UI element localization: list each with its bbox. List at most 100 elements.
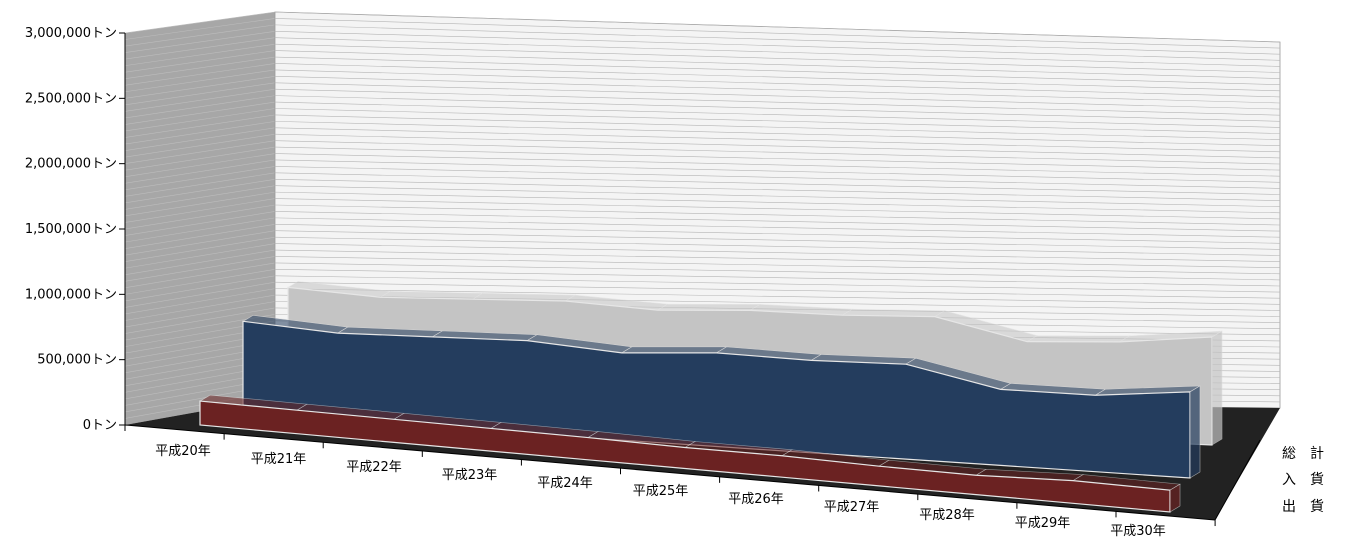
back-wall-gridline (274, 288, 1281, 305)
back-wall-gridline (274, 82, 1281, 110)
series-top-segment (620, 346, 728, 354)
left-wall-gridline (124, 211, 276, 236)
y-tick-label: 1,000,000トン (25, 287, 117, 302)
left-wall-gridline (124, 127, 276, 151)
y-tick-label: 500,000トン (37, 353, 117, 368)
left-wall-gridline (124, 24, 276, 47)
series-side (1169, 483, 1181, 513)
x-tick-label: 平成30年 (1110, 524, 1166, 539)
left-wall-gridline (124, 31, 276, 53)
left-wall-gridline (124, 133, 276, 158)
left-wall-gridline (124, 198, 276, 223)
back-wall-gridline (274, 114, 1281, 140)
left-wall-gridline (124, 140, 276, 164)
left-wall-gridline (124, 56, 276, 80)
back-wall-gridline (274, 224, 1281, 244)
series-top-segment (1026, 335, 1131, 343)
back-wall-gridline (274, 191, 1281, 214)
series-axis-line (1214, 439, 1261, 521)
x-tick-label: 平成26年 (728, 492, 784, 507)
back-wall-gridline (274, 140, 1281, 165)
left-wall-gridline (124, 166, 276, 191)
back-wall-gridline (274, 178, 1281, 201)
back-wall-gridline (274, 211, 1281, 232)
left-wall (125, 12, 275, 425)
x-tick-label: 平成20年 (155, 444, 211, 459)
back-wall-gridline (274, 69, 1281, 98)
left-wall-gridline (124, 88, 276, 112)
x-axis-line (124, 424, 1216, 521)
left-wall-gridline (124, 82, 276, 106)
back-wall-gridline (274, 95, 1281, 122)
back-wall-gridline (274, 262, 1281, 281)
series-side (1189, 385, 1201, 479)
left-wall-gridline (124, 224, 276, 249)
left-wall-gridline (124, 301, 276, 328)
back-wall-gridline (274, 159, 1281, 183)
left-wall-gridline (124, 217, 276, 243)
left-wall-gridline (124, 281, 276, 308)
back-wall-gridline (274, 63, 1281, 92)
left-wall-gridline (124, 294, 276, 321)
back-wall-gridline (274, 146, 1281, 171)
back-wall-gridline (274, 101, 1281, 128)
series-label: 総 計 (1282, 446, 1324, 462)
x-tick-label: 平成28年 (919, 508, 975, 523)
series-label: 入 貨 (1282, 471, 1324, 488)
back-wall-gridline (274, 133, 1281, 159)
y-tick-label: 3,000,000トン (25, 26, 117, 41)
x-tick-label: 平成24年 (537, 476, 593, 491)
back-wall-gridline (274, 121, 1281, 146)
y-tick-label: 0トン (83, 418, 117, 433)
y-tick-label: 2,500,000トン (25, 91, 117, 106)
back-wall-gridline (274, 275, 1281, 293)
back-wall-gridline (274, 204, 1281, 226)
left-wall-gridline (124, 159, 276, 184)
left-wall-gridline (124, 121, 276, 145)
x-tick-label: 平成21年 (251, 452, 307, 467)
back-wall-gridline (274, 37, 1281, 67)
left-wall-gridline (124, 146, 276, 171)
x-tick-label: 平成23年 (442, 468, 498, 483)
back-wall-gridline (274, 249, 1281, 268)
y-tick-label: 2,000,000トン (25, 157, 117, 172)
x-tick-label: 平成27年 (824, 500, 880, 515)
left-wall-gridline (124, 230, 276, 256)
back-wall-gridline (274, 127, 1281, 153)
left-wall-gridline (124, 50, 276, 73)
back-wall-gridline (274, 236, 1281, 256)
left-wall-gridline (124, 114, 276, 138)
back-wall-gridline (274, 256, 1281, 275)
left-wall-gridline (124, 243, 276, 269)
series-layer (199, 281, 1223, 513)
left-wall-gridline (124, 178, 276, 204)
left-wall-gridline (124, 269, 276, 295)
back-wall-gridline (274, 108, 1281, 134)
back-wall-gridline (274, 50, 1281, 79)
left-wall-gridline (124, 307, 276, 334)
left-wall-gridline (124, 37, 276, 60)
left-wall-gridline (124, 43, 276, 66)
back-wall-gridline (274, 269, 1281, 287)
back-wall-gridline (274, 172, 1281, 195)
left-wall-gridline (124, 275, 276, 302)
back-wall-gridline (274, 56, 1281, 85)
back-wall-gridline (274, 198, 1281, 220)
back-wall-gridline (274, 185, 1281, 207)
x-axis: 平成20年平成21年平成22年平成23年平成24年平成25年平成26年平成27年… (124, 424, 1216, 539)
x-tick-label: 平成22年 (346, 460, 402, 475)
left-wall-gridline (124, 76, 276, 99)
series-top-segment (656, 303, 762, 311)
left-wall-gridline (124, 18, 276, 40)
back-wall-gridline (274, 166, 1281, 189)
back-wall-gridline (274, 24, 1281, 55)
back-wall-gridline (274, 153, 1281, 177)
back-wall-gridline (274, 76, 1281, 104)
left-wall-gridline (124, 236, 276, 262)
left-wall-gridline (124, 11, 276, 34)
back-wall-gridline (274, 230, 1281, 250)
left-wall-gridline (124, 108, 276, 132)
left-wall-gridline (124, 249, 276, 276)
back-wall-gridline (274, 281, 1281, 299)
